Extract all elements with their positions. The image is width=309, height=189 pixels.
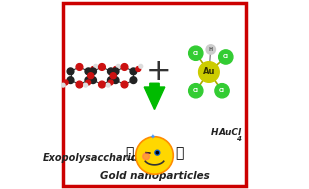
Circle shape bbox=[90, 77, 96, 84]
Circle shape bbox=[136, 137, 173, 174]
Circle shape bbox=[215, 84, 229, 98]
Text: 👍: 👍 bbox=[125, 147, 133, 161]
Circle shape bbox=[108, 80, 113, 85]
Circle shape bbox=[121, 64, 128, 70]
Circle shape bbox=[76, 64, 83, 70]
Circle shape bbox=[189, 84, 203, 98]
Text: 4: 4 bbox=[236, 136, 241, 142]
Circle shape bbox=[121, 81, 128, 88]
Circle shape bbox=[61, 83, 65, 87]
Circle shape bbox=[155, 150, 160, 155]
Text: H: H bbox=[211, 128, 218, 136]
Text: +: + bbox=[146, 57, 171, 87]
Circle shape bbox=[91, 67, 96, 71]
Text: Cl: Cl bbox=[193, 88, 199, 93]
Circle shape bbox=[219, 50, 233, 64]
Circle shape bbox=[99, 64, 105, 70]
Circle shape bbox=[199, 62, 219, 82]
Circle shape bbox=[84, 83, 87, 87]
Circle shape bbox=[136, 67, 141, 71]
FancyArrow shape bbox=[144, 83, 165, 109]
Circle shape bbox=[189, 46, 203, 60]
Text: Exopolysaccharide: Exopolysaccharide bbox=[43, 153, 146, 163]
Text: 👍: 👍 bbox=[176, 147, 184, 161]
Text: ✦: ✦ bbox=[150, 134, 156, 140]
Circle shape bbox=[206, 45, 215, 54]
Circle shape bbox=[76, 81, 83, 88]
Circle shape bbox=[116, 64, 120, 68]
Circle shape bbox=[143, 153, 150, 160]
Circle shape bbox=[156, 152, 159, 154]
Circle shape bbox=[67, 68, 74, 75]
Circle shape bbox=[88, 73, 94, 79]
Circle shape bbox=[67, 77, 74, 84]
Circle shape bbox=[113, 67, 118, 71]
Text: Cl: Cl bbox=[223, 54, 229, 60]
Circle shape bbox=[85, 68, 92, 75]
Circle shape bbox=[110, 73, 116, 79]
Text: Cl: Cl bbox=[219, 88, 225, 93]
Circle shape bbox=[130, 68, 137, 75]
Circle shape bbox=[85, 77, 92, 84]
Text: H: H bbox=[209, 47, 213, 52]
Circle shape bbox=[90, 68, 96, 75]
Circle shape bbox=[112, 68, 119, 75]
Circle shape bbox=[86, 80, 91, 85]
Text: Cl: Cl bbox=[193, 51, 199, 56]
Circle shape bbox=[63, 80, 68, 85]
Circle shape bbox=[139, 64, 143, 68]
Circle shape bbox=[99, 81, 105, 88]
Circle shape bbox=[112, 77, 119, 84]
Circle shape bbox=[108, 68, 114, 75]
Text: Au: Au bbox=[203, 67, 215, 77]
Text: AuCl: AuCl bbox=[218, 128, 241, 136]
Text: Gold nanoparticles: Gold nanoparticles bbox=[99, 171, 210, 181]
Circle shape bbox=[94, 64, 98, 68]
Circle shape bbox=[130, 77, 137, 84]
Circle shape bbox=[106, 83, 110, 87]
Circle shape bbox=[108, 77, 114, 84]
